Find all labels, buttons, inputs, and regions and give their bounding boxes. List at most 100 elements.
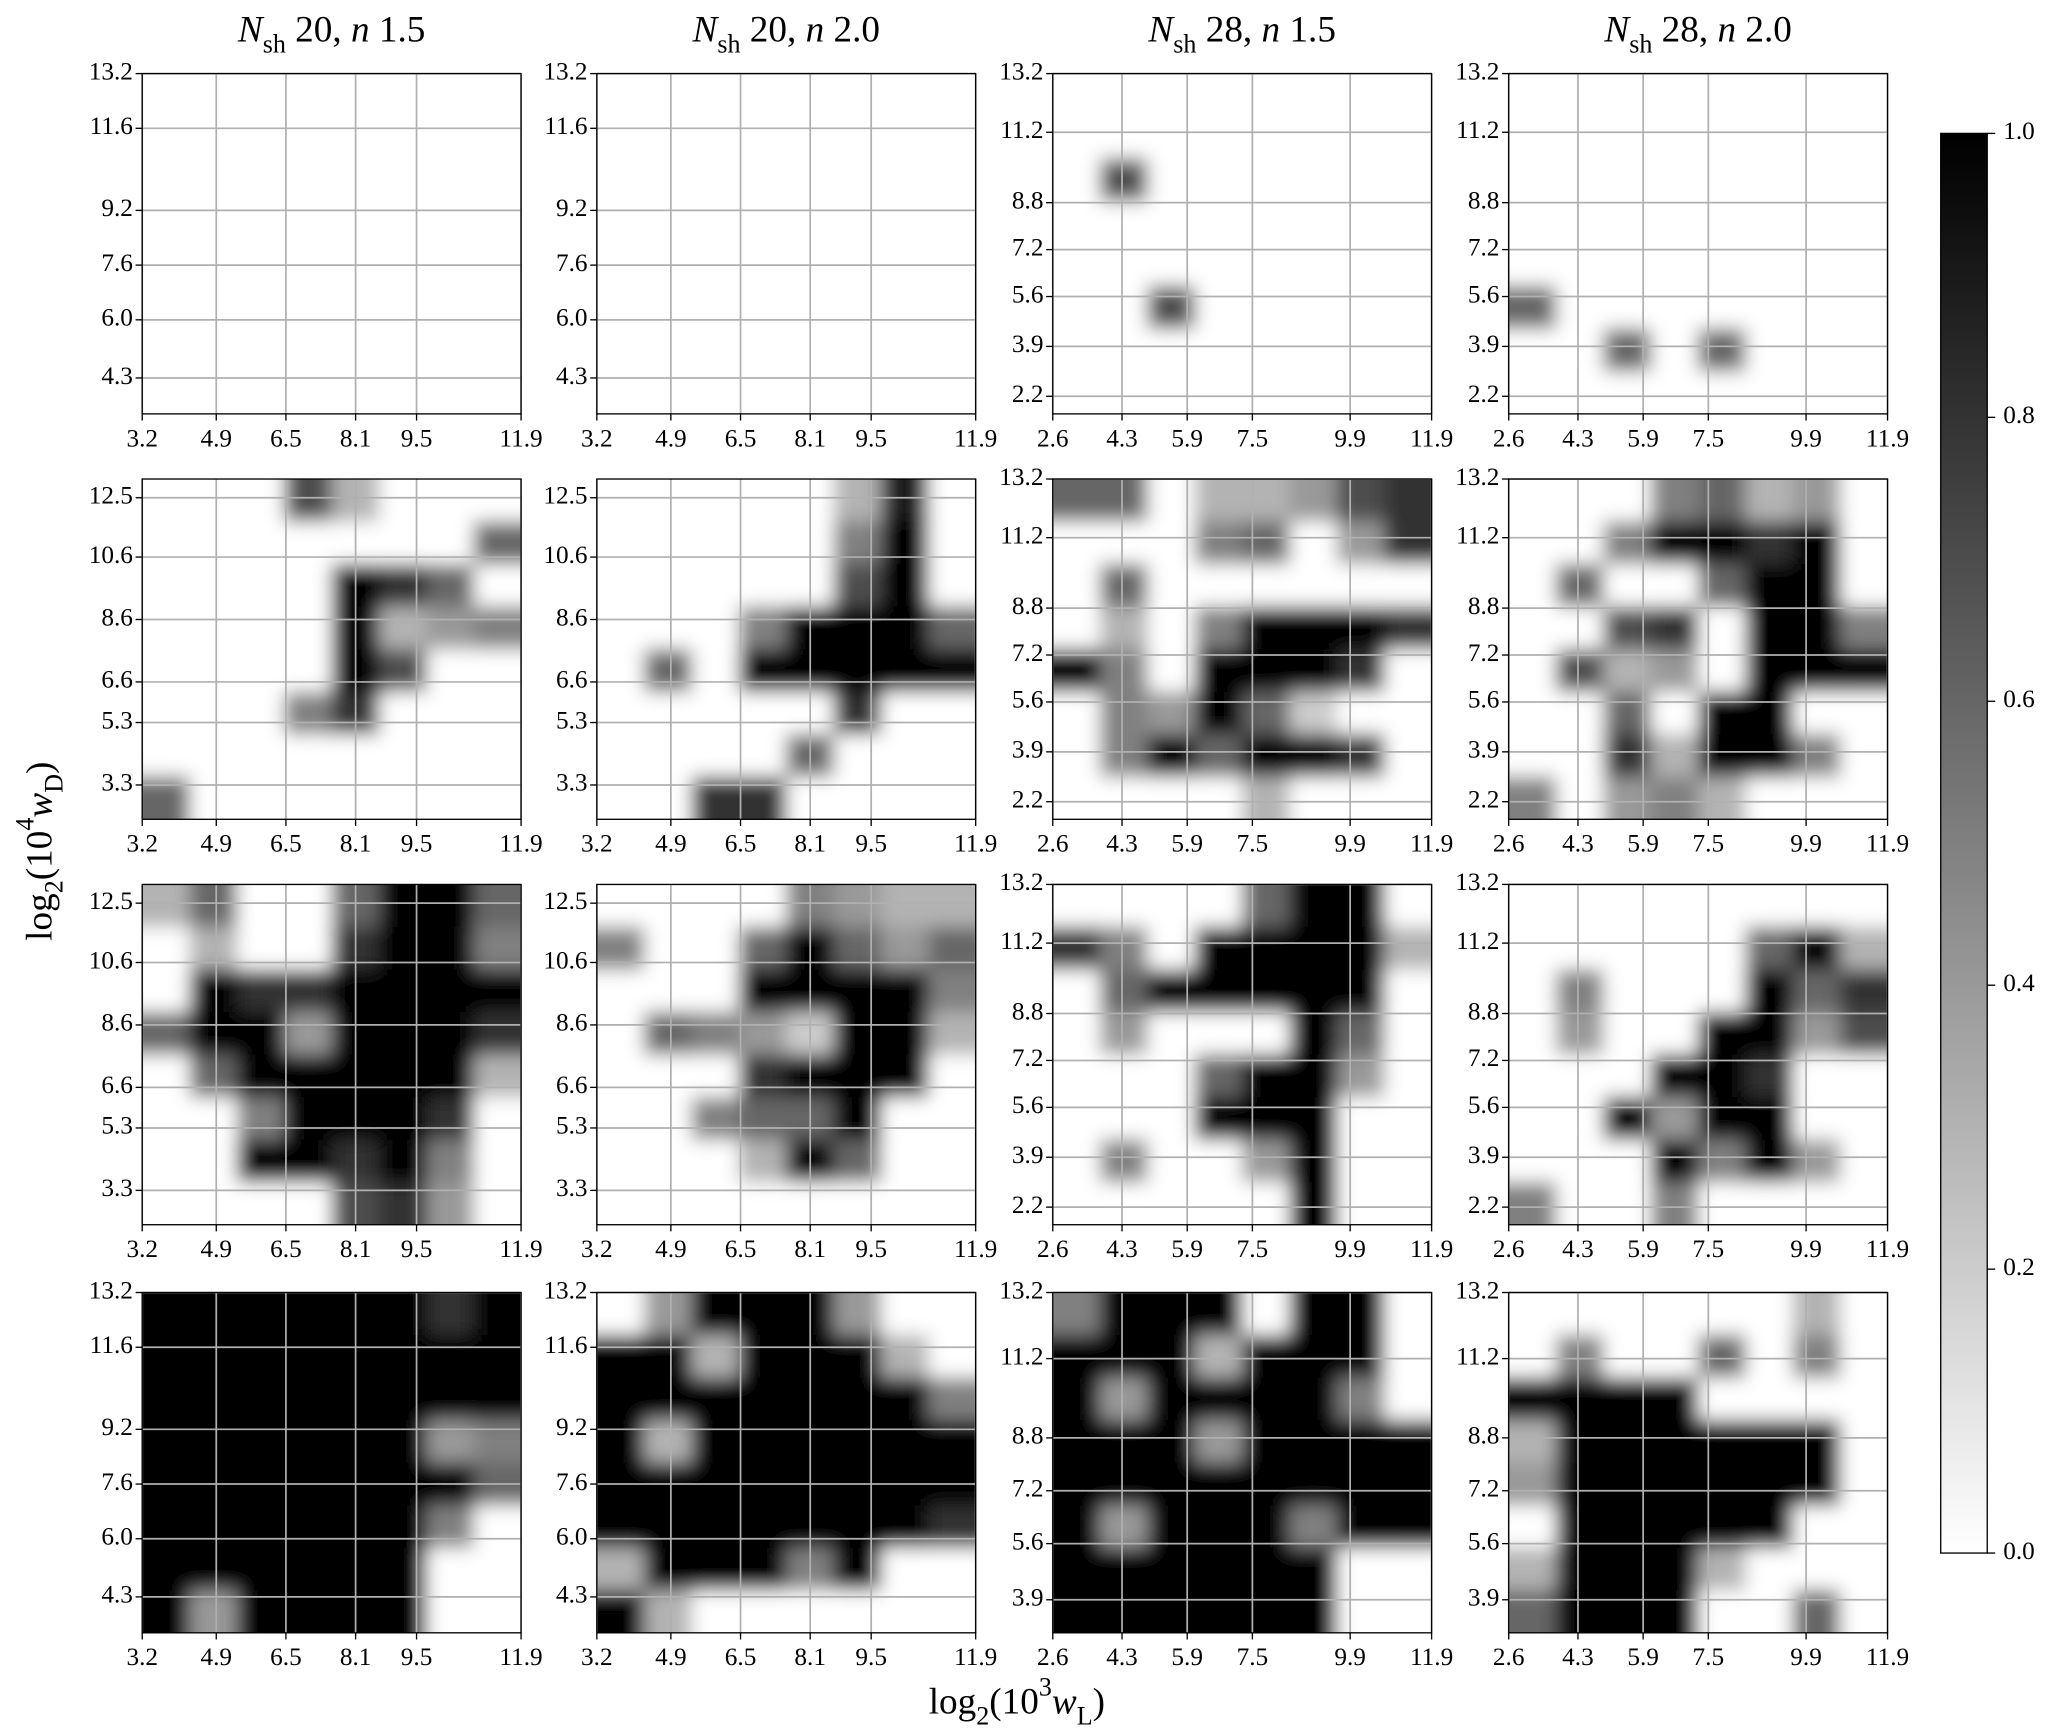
cell	[1384, 564, 1432, 608]
cell	[1556, 286, 1605, 330]
y-tick-label: 5.6	[1468, 280, 1500, 308]
cell	[1052, 243, 1101, 288]
cell	[1508, 969, 1557, 1013]
heatmap	[142, 884, 522, 1225]
cell	[1698, 328, 1747, 373]
cell	[379, 1139, 428, 1183]
cell	[1840, 1054, 1888, 1098]
x-tick-label: 7.5	[1693, 1235, 1725, 1263]
cell	[928, 606, 976, 650]
cell	[284, 884, 333, 928]
cell	[880, 1292, 930, 1336]
x-tick-label: 4.9	[200, 830, 232, 858]
x-tick-label: 4.9	[655, 1235, 687, 1263]
cell	[189, 479, 238, 523]
cell	[1336, 969, 1386, 1013]
x-tick-label: 6.5	[725, 830, 757, 858]
y-tick-label: 3.9	[1468, 736, 1500, 764]
x-tick-label: 3.2	[581, 424, 613, 452]
cell	[1508, 73, 1557, 117]
cell	[1508, 884, 1557, 928]
cell	[1556, 158, 1605, 202]
cell	[1194, 286, 1243, 330]
y-axis-label-part: w	[19, 793, 60, 818]
cell	[236, 158, 286, 202]
x-tick-label: 9.9	[1334, 830, 1366, 858]
cell	[473, 1054, 522, 1098]
cell	[833, 776, 882, 820]
cell	[928, 521, 976, 565]
cell	[1147, 1462, 1196, 1507]
cell	[1194, 1097, 1243, 1141]
cell	[1698, 158, 1747, 202]
cell	[1336, 691, 1386, 736]
x-tick-label: 5.9	[1627, 1235, 1659, 1263]
cell	[426, 1420, 475, 1464]
y-tick-label: 13.2	[999, 1276, 1043, 1304]
x-tick-label: 4.9	[200, 1235, 232, 1263]
cell	[1100, 1054, 1149, 1098]
cell	[284, 158, 333, 202]
cell	[1147, 286, 1196, 330]
cell	[880, 1182, 930, 1225]
cell	[1242, 1139, 1291, 1183]
cell	[379, 691, 428, 736]
cell	[1508, 1054, 1557, 1098]
cell	[1698, 564, 1747, 608]
cell	[928, 1377, 976, 1421]
cell	[1100, 1097, 1149, 1141]
cell	[1745, 1054, 1794, 1098]
cell	[142, 201, 191, 245]
heatmap	[142, 73, 522, 414]
cell	[1840, 158, 1888, 202]
cell	[284, 1292, 333, 1336]
cell	[1100, 776, 1149, 820]
x-tick-label: 9.5	[401, 830, 433, 858]
cell	[1650, 1335, 1699, 1379]
x-tick-label: 9.5	[401, 424, 433, 452]
cell	[379, 158, 428, 202]
cell	[928, 286, 976, 330]
x-tick-label: 3.2	[581, 1235, 613, 1263]
cell	[691, 884, 740, 928]
cell	[1194, 1462, 1243, 1507]
cell	[1745, 969, 1794, 1013]
cell	[1147, 926, 1196, 971]
cell	[1556, 884, 1605, 928]
cell	[1603, 1377, 1652, 1421]
cell	[379, 884, 428, 928]
cell	[1840, 1012, 1888, 1056]
cell	[1508, 734, 1557, 778]
heatmap	[1052, 479, 1432, 820]
cell	[1242, 1505, 1291, 1549]
x-tick-label: 11.9	[1410, 424, 1453, 452]
y-tick-label: 11.2	[1456, 116, 1499, 144]
x-tick-label: 11.9	[499, 424, 542, 452]
cell	[691, 649, 740, 693]
cell	[1336, 116, 1386, 160]
cell	[1745, 1377, 1794, 1421]
cell	[1556, 1547, 1605, 1592]
cell	[1840, 926, 1888, 971]
cell	[1147, 521, 1196, 565]
cell	[1508, 116, 1557, 160]
cell	[1384, 116, 1432, 160]
cell	[1792, 969, 1841, 1013]
y-tick-label: 6.6	[556, 666, 588, 694]
cell	[644, 1505, 693, 1549]
cell	[1289, 328, 1338, 373]
cell	[426, 969, 475, 1013]
y-tick-label: 2.2	[1468, 786, 1500, 814]
cell	[1508, 243, 1557, 288]
cell	[1745, 1097, 1794, 1141]
cell	[596, 116, 645, 160]
cell	[1336, 1590, 1386, 1633]
cell	[1194, 243, 1243, 288]
cell	[473, 1097, 522, 1141]
x-tick-label: 4.3	[1106, 424, 1138, 452]
cell	[1508, 649, 1557, 693]
cell	[189, 969, 238, 1013]
y-tick-label: 7.2	[1468, 233, 1500, 261]
panel-title-part: 20,	[740, 9, 805, 50]
